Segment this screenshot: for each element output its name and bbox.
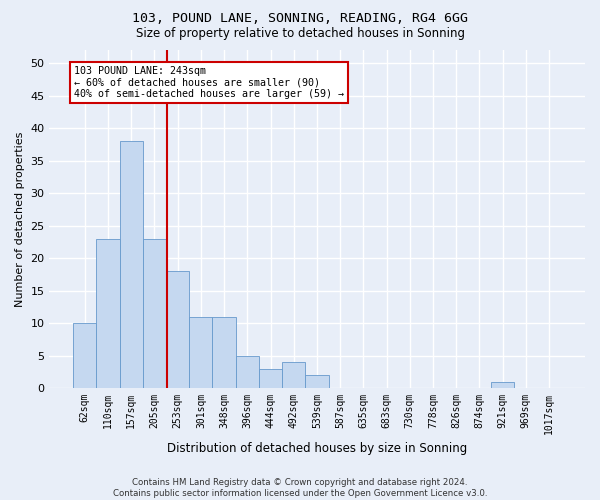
Bar [305,376,329,388]
Text: 103, POUND LANE, SONNING, READING, RG4 6GG: 103, POUND LANE, SONNING, READING, RG4 6… [132,12,468,26]
Bar [143,238,166,388]
Bar [259,369,282,388]
Bar [73,324,97,388]
Bar [236,356,259,388]
Bar [212,317,236,388]
Bar [491,382,514,388]
Bar [166,271,189,388]
Text: Contains HM Land Registry data © Crown copyright and database right 2024.
Contai: Contains HM Land Registry data © Crown c… [113,478,487,498]
Y-axis label: Number of detached properties: Number of detached properties [15,132,25,307]
Bar [119,141,143,388]
Text: 103 POUND LANE: 243sqm
← 60% of detached houses are smaller (90)
40% of semi-det: 103 POUND LANE: 243sqm ← 60% of detached… [74,66,344,100]
X-axis label: Distribution of detached houses by size in Sonning: Distribution of detached houses by size … [167,442,467,455]
Bar [189,317,212,388]
Bar [282,362,305,388]
Bar [97,238,119,388]
Text: Size of property relative to detached houses in Sonning: Size of property relative to detached ho… [136,28,464,40]
